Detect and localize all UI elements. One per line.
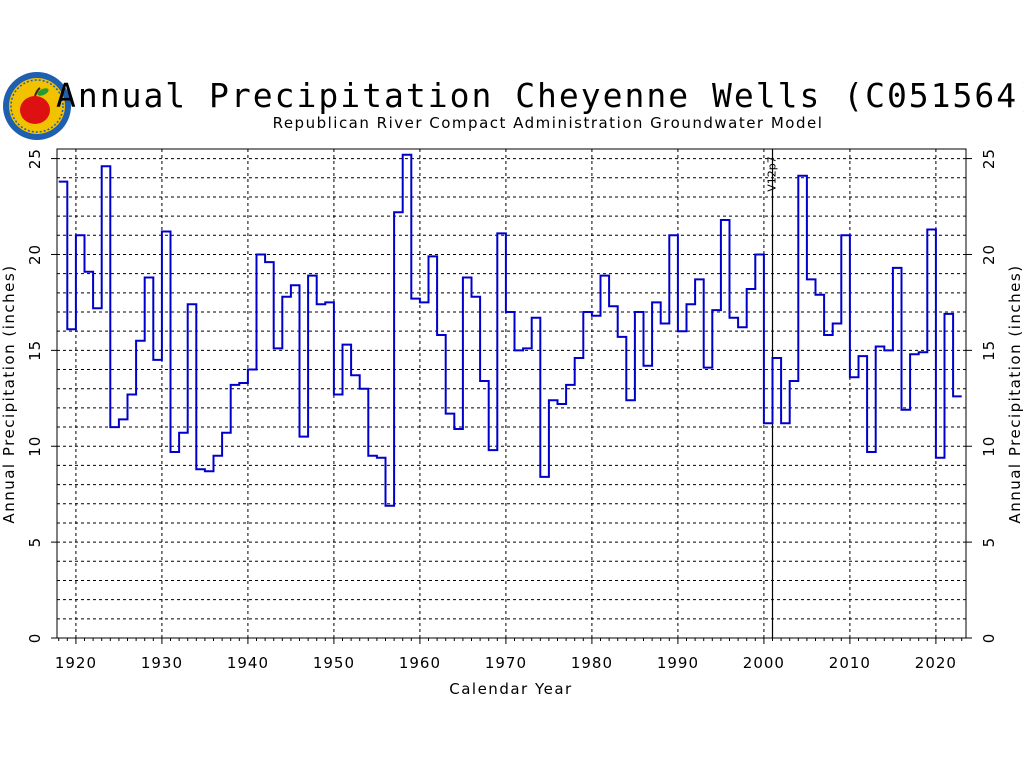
version-marker-label: V12p7 bbox=[766, 156, 779, 192]
x-tick-label: 2010 bbox=[829, 654, 871, 672]
agency-seal-logo bbox=[3, 72, 71, 140]
precipitation-step-line bbox=[58, 153, 962, 507]
y-tick-label-left: 20 bbox=[26, 244, 44, 265]
apple-icon bbox=[20, 96, 50, 124]
chart-title: Annual Precipitation Cheyenne Wells (C05… bbox=[56, 76, 1024, 115]
y-tick-label-left: 15 bbox=[26, 340, 44, 361]
apple-stem-icon bbox=[34, 87, 41, 97]
y-axis-label-left: Annual Precipitation (inches) bbox=[0, 264, 18, 523]
seal-dotted-ring bbox=[10, 79, 64, 133]
y-tick-label-right: 25 bbox=[980, 148, 998, 169]
x-tick-label: 1970 bbox=[485, 654, 527, 672]
x-tick-label: 1990 bbox=[657, 654, 699, 672]
x-tick-label: 1940 bbox=[227, 654, 269, 672]
y-axis-label-right: Annual Precipitation (inches) bbox=[1006, 264, 1024, 523]
y-tick-label-left: 25 bbox=[26, 148, 44, 169]
x-tick-label: 1950 bbox=[313, 654, 355, 672]
chart-subtitle: Republican River Compact Administration … bbox=[273, 114, 824, 132]
x-tick-label: 1980 bbox=[571, 654, 613, 672]
plot-frame bbox=[56, 148, 967, 639]
apple-leaf-icon bbox=[37, 88, 49, 96]
x-tick-label: 2020 bbox=[915, 654, 957, 672]
x-tick-label: 1930 bbox=[141, 654, 183, 672]
y-tick-label-right: 10 bbox=[980, 436, 998, 457]
y-tick-label-right: 5 bbox=[980, 537, 998, 548]
y-tick-label-left: 0 bbox=[26, 633, 44, 644]
x-axis-label: Calendar Year bbox=[449, 680, 572, 698]
x-tick-label: 1920 bbox=[55, 654, 97, 672]
y-tick-label-left: 10 bbox=[26, 436, 44, 457]
grid bbox=[57, 149, 966, 638]
x-tick-label: 2000 bbox=[743, 654, 785, 672]
axis-ticks: 1920 1930 1940 1950 1960 1970 1980 1990 2000 2010… bbox=[26, 148, 998, 672]
y-tick-label-right: 20 bbox=[980, 244, 998, 265]
y-tick-label-right: 0 bbox=[980, 633, 998, 644]
x-tick-label: 1960 bbox=[399, 654, 441, 672]
y-tick-label-right: 15 bbox=[980, 340, 998, 361]
y-tick-label-left: 5 bbox=[26, 537, 44, 548]
